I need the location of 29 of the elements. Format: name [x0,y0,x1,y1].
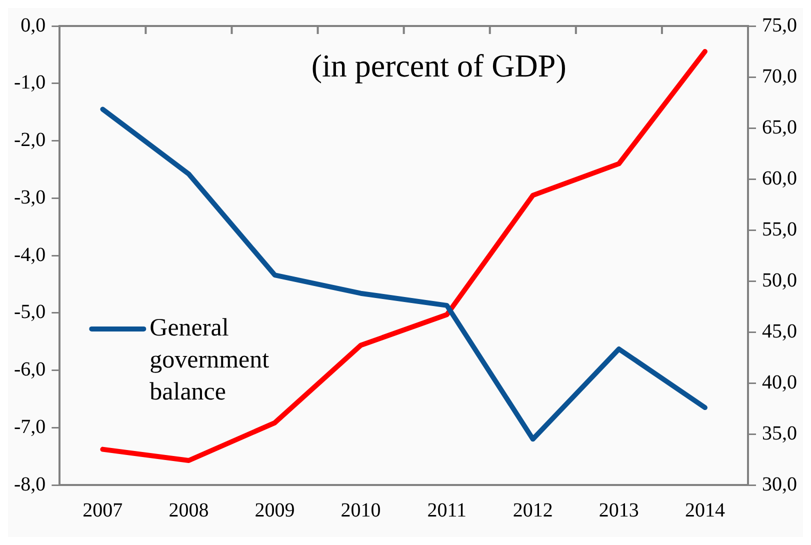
y-tick-label: -4,0 [14,244,46,266]
x-tick-label: 2010 [340,499,381,522]
legend-label: General government balance [150,314,270,406]
x-tick-label: 2012 [512,499,553,522]
x-tick-label: 2008 [168,499,209,522]
y-tick-label: -3,0 [14,186,46,208]
text: (in percent of GDP) [311,47,566,84]
y2-tick-label: 55,0 [762,218,797,240]
x-tick-label: 2009 [254,499,295,522]
x-tick-label: 2013 [598,499,639,522]
y2-tick-label: 30,0 [762,473,797,496]
y2-tick-label: 70,0 [762,65,797,88]
y-tick-label: -1,0 [14,72,46,94]
x-tick-label: 2011 [427,499,466,522]
x-tick-label: 2007 [82,499,123,522]
y2-tick-label: 40,0 [762,371,797,394]
y2-tick-label: 45,0 [762,320,797,342]
y-tick-label: -8,0 [14,473,46,496]
y-tick-label: 0,0 [20,14,46,36]
x-tick-label: 2014 [684,499,725,522]
y-tick-label: -6,0 [14,358,46,380]
y-tick-label: -7,0 [14,416,46,438]
y-tick-label: -5,0 [14,301,46,324]
y2-tick-label: 35,0 [762,422,797,444]
y2-tick-label: 60,0 [762,167,797,190]
y2-tick-label: 75,0 [762,14,797,36]
y-tick-label: -2,0 [14,129,46,151]
y2-tick-label: 50,0 [762,269,797,292]
y2-tick-label: 65,0 [762,116,797,138]
